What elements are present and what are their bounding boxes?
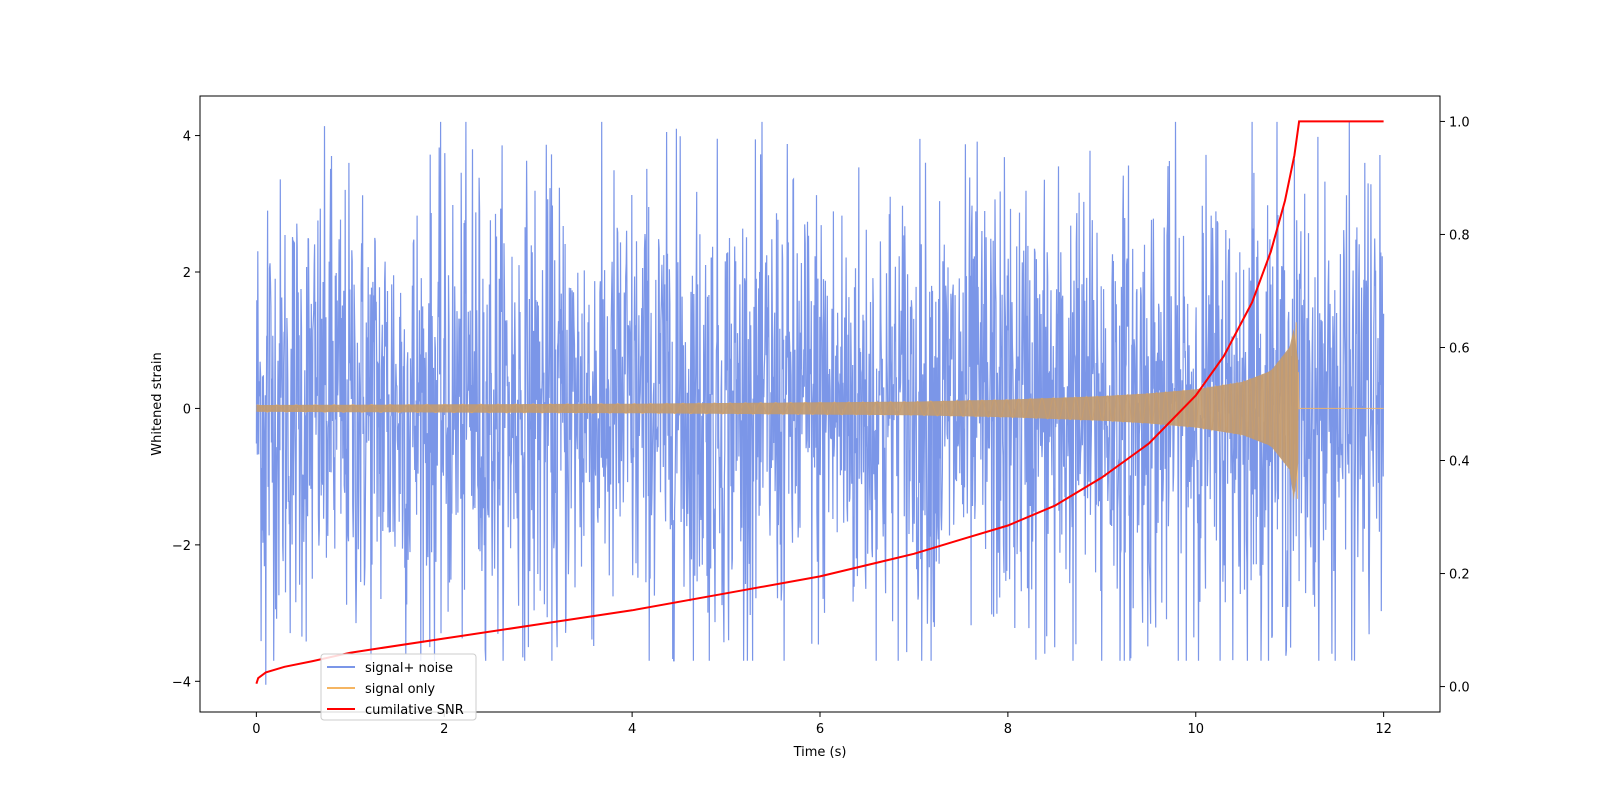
x-tick-label: 2 xyxy=(440,722,448,737)
y2-tick-label: 0.0 xyxy=(1449,681,1470,696)
x-tick-label: 10 xyxy=(1187,722,1204,737)
x-axis: 0 2 4 6 8 10 12 xyxy=(252,712,1392,737)
y2-tick-label: 0.4 xyxy=(1449,455,1470,470)
x-tick-label: 0 xyxy=(252,722,260,737)
x-axis-label: Time (s) xyxy=(793,745,847,760)
y-tick-label: 4 xyxy=(183,130,191,145)
y2-tick-label: 0.6 xyxy=(1449,341,1470,356)
x-tick-label: 6 xyxy=(816,722,824,737)
y-axis-right: 0.0 0.2 0.4 0.6 0.8 1.0 xyxy=(1440,115,1470,696)
x-tick-label: 4 xyxy=(628,722,636,737)
legend-label: signal+ noise xyxy=(365,661,453,676)
y2-tick-label: 0.2 xyxy=(1449,568,1470,583)
series-signal-only-envelope xyxy=(256,328,1299,501)
y2-tick-label: 0.8 xyxy=(1449,228,1470,243)
legend-label: signal only xyxy=(365,682,435,697)
y-tick-label: 0 xyxy=(183,402,191,417)
y-axis-left: −4 −2 0 2 4 xyxy=(172,130,200,690)
y-tick-label: 2 xyxy=(183,266,191,281)
x-tick-label: 8 xyxy=(1004,722,1012,737)
legend-box xyxy=(320,653,477,721)
series-signal-noise-line xyxy=(255,121,1385,685)
y-tick-label: −2 xyxy=(172,539,191,554)
x-tick-label: 12 xyxy=(1375,722,1392,737)
series-layer xyxy=(255,120,1385,685)
y-axis-label: Whitened strain xyxy=(150,352,165,455)
legend-label: cumilative SNR xyxy=(365,703,464,718)
legend: signal+ noise signal only cumilative SNR xyxy=(320,653,477,721)
y2-tick-label: 1.0 xyxy=(1449,115,1470,130)
y-tick-label: −4 xyxy=(172,675,191,690)
series-cumulative-snr-line xyxy=(255,120,1384,685)
